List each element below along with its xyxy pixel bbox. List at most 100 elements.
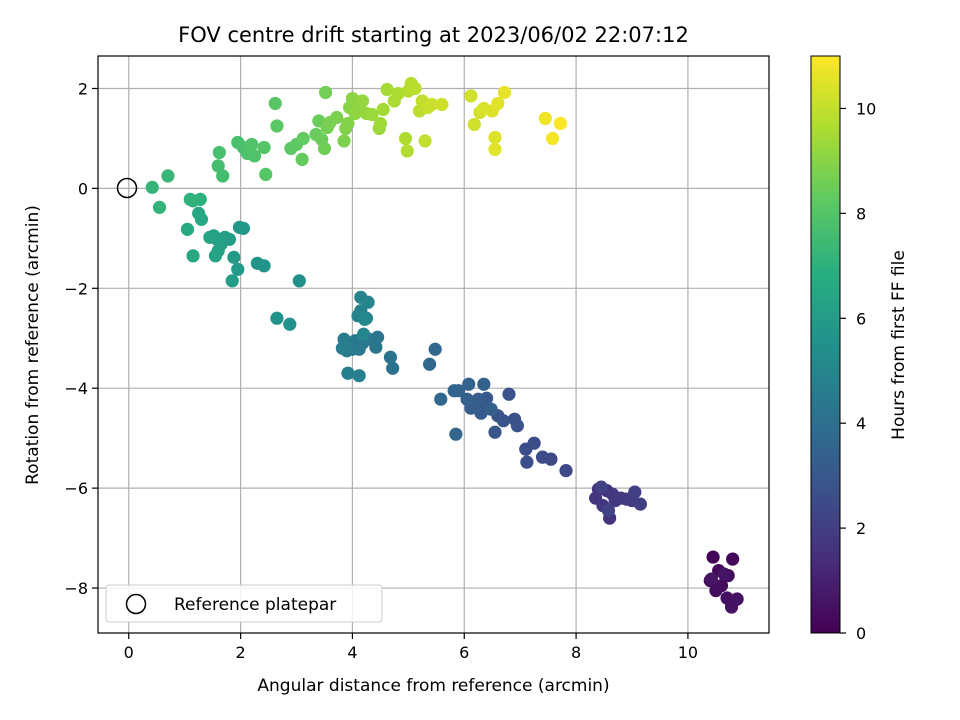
data-point [546,131,560,146]
legend-label: Reference platepar [174,595,336,615]
data-point [335,341,349,355]
colorbar-gradient [810,55,841,634]
colorbar-tick-label: 8 [856,204,866,223]
data-point [355,94,370,108]
data-point [497,85,512,100]
data-point [183,192,197,206]
x-tick-label: 4 [347,643,357,662]
data-point [203,230,217,244]
data-point [726,552,740,566]
colorbar-label: Hours from first FF file [889,250,909,440]
y-tick-label: 0 [78,179,88,198]
data-point [216,169,230,183]
data-point [435,97,449,112]
data-point [270,119,284,133]
data-point [477,377,491,391]
data-point [425,97,439,112]
data-point [341,116,355,131]
x-tick-label: 8 [571,643,581,662]
legend: Reference platepar [105,584,383,623]
data-point [464,89,478,103]
data-point [467,117,481,132]
data-point [259,167,273,181]
data-point [152,200,167,214]
data-point [706,550,720,564]
data-point [341,366,355,380]
data-point [400,144,414,158]
data-point [208,249,223,263]
data-point [145,180,159,194]
data-point [225,274,239,288]
data-point [211,159,225,173]
data-point [232,220,247,234]
data-point [398,131,413,146]
data-point [330,110,344,125]
data-points [145,76,744,614]
x-tick-label: 0 [124,643,134,662]
data-point [633,497,647,511]
data-point [510,419,524,433]
reference-platepar-marker [116,177,138,199]
data-point [380,82,394,97]
data-point [460,392,474,406]
legend-box [105,584,383,623]
data-point [488,142,502,157]
y-tick-label: 2 [78,79,88,98]
data-point [496,414,510,428]
data-point [270,311,284,325]
y-tick-label: −2 [64,279,88,298]
data-point [337,134,351,148]
data-point [345,91,360,106]
data-point [538,111,552,126]
data-point [717,567,731,581]
data-point [428,342,442,356]
colorbar-tick-label: 6 [856,309,866,328]
data-point [295,152,309,167]
colorbar-tick-label: 0 [856,624,866,643]
x-axis-label: Angular distance from reference (arcmin) [257,676,609,696]
x-tick-label: 2 [235,643,245,662]
data-point [488,425,502,439]
data-point [535,450,550,464]
data-point [594,480,608,494]
data-point [628,485,642,499]
chart-title: FOV centre drift starting at 2023/06/02 … [178,23,689,47]
data-point [704,572,719,586]
data-point [391,86,405,101]
data-point [559,464,573,478]
plot-frame [97,55,770,634]
y-axis-label: Rotation from reference (arcmin) [23,205,43,485]
colorbar-tick-label: 4 [856,414,866,433]
data-point [365,107,379,122]
data-point [161,169,175,183]
data-point [709,583,723,598]
data-point [357,327,371,341]
data-point [383,350,398,364]
data-point [491,96,505,111]
data-point [317,141,332,156]
colorbar: 0 2 4 6 8 10 Hours from first FF file [810,55,909,643]
data-point [434,392,448,406]
data-point [730,592,744,606]
legend-marker [125,593,147,615]
data-point [245,137,259,152]
data-point [250,256,264,270]
y-tick-label: −4 [64,379,88,398]
y-tick-label: −8 [64,579,88,598]
data-point [192,206,206,220]
data-point [296,131,310,146]
data-point [212,145,226,160]
data-point [447,384,461,398]
data-point [422,357,437,371]
data-point [257,140,271,155]
data-point [408,81,422,96]
data-point [292,274,306,288]
x-tick-label: 6 [459,643,469,662]
y-axis-ticks: −8 −6 −4 −2 0 2 [64,79,98,598]
data-point [601,504,616,518]
data-point [283,317,297,331]
data-point [227,250,241,264]
data-point [462,377,476,391]
data-point [268,96,282,111]
